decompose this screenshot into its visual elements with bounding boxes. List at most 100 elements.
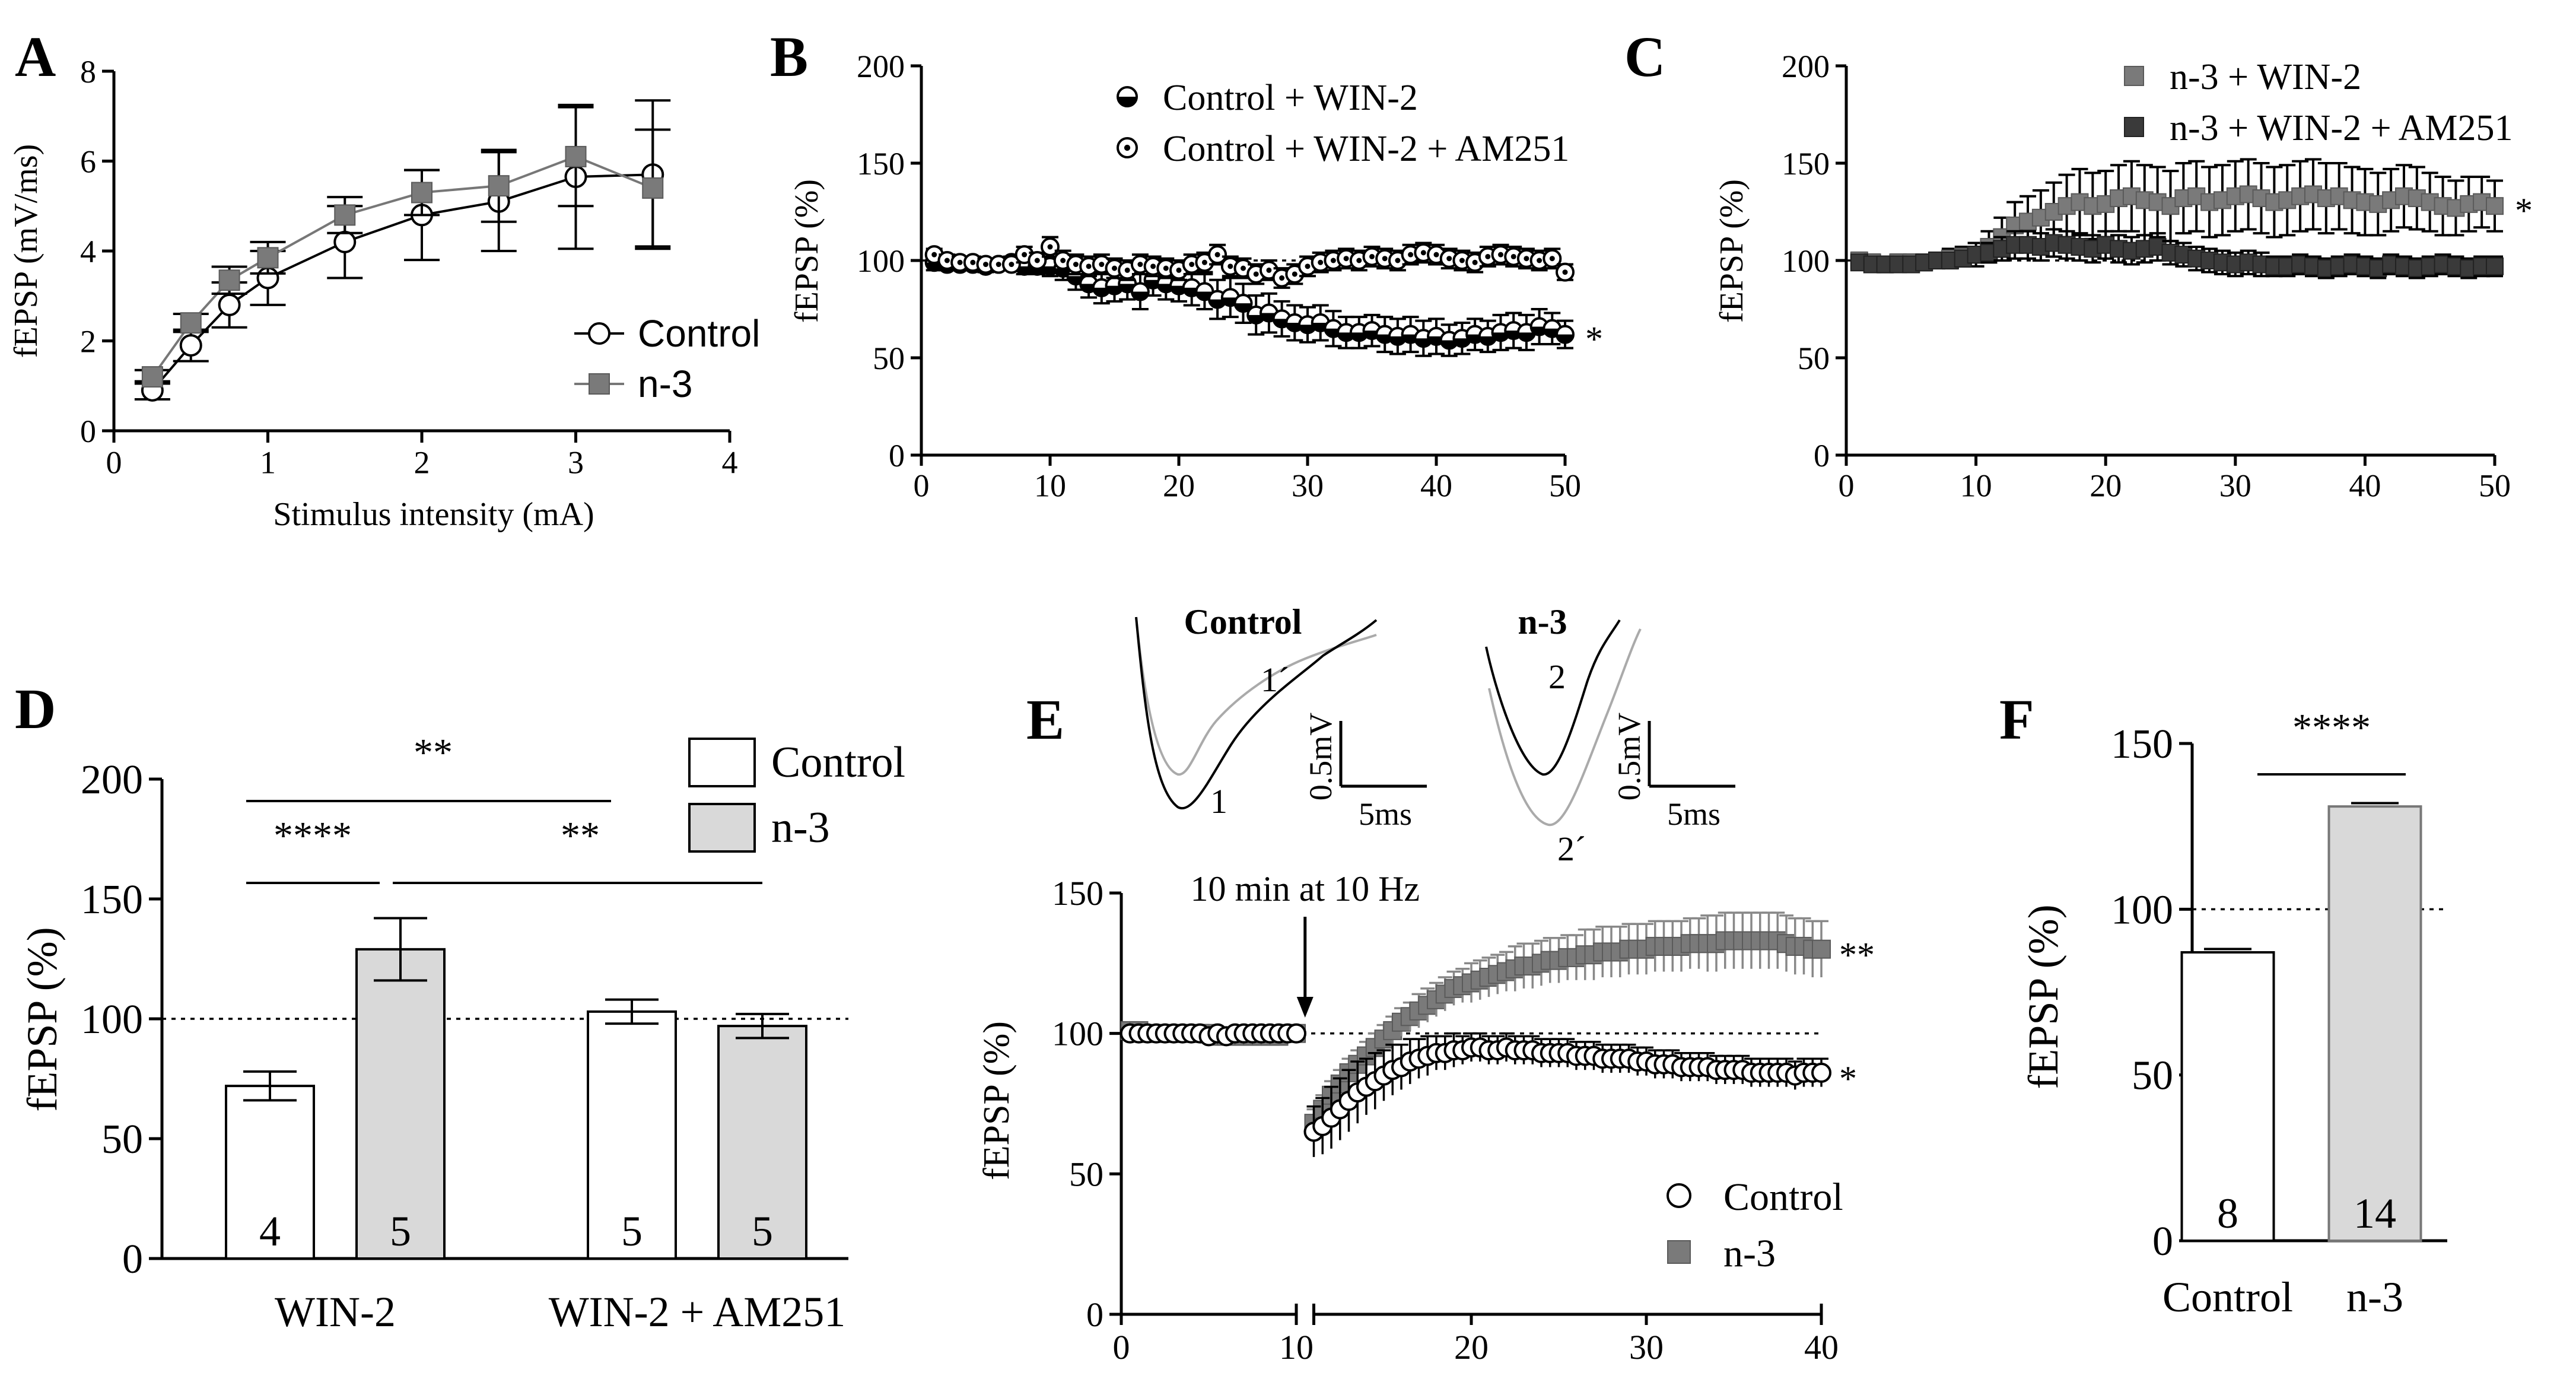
x-tick-label: 20	[2090, 468, 2122, 503]
inset-trace-n-3: n-3 2 2´ 0.5mV 5ms	[1485, 602, 1735, 868]
series-n-3	[1120, 911, 1831, 1137]
data-point-dot	[1524, 256, 1529, 262]
bar	[2180, 951, 2275, 1242]
data-point-dot	[1201, 259, 1207, 265]
data-point-dot	[1189, 262, 1195, 268]
data-point-dot	[1099, 262, 1105, 268]
data-point-fill	[1350, 332, 1367, 341]
x-tick-label: 30	[1292, 468, 1324, 503]
legend: Control n-3	[1667, 1175, 1843, 1275]
data-point-dot	[1137, 262, 1143, 268]
data-point-dot	[1266, 267, 1272, 273]
y-tick-label: 50	[2132, 1053, 2173, 1099]
x-tick-label: 20	[1163, 468, 1195, 503]
panel-a: A 0 2 4 6 8 0 1 2 3 4 fEPSP (mV/ms) Stimulus intensi…	[8, 25, 760, 533]
legend: Control n-3	[574, 312, 760, 405]
data-point-fill	[1299, 325, 1316, 333]
panel-b: B 0 50 100 150 200 0 10 20 30 40 50 fEPSP (%) * Contro…	[770, 25, 1603, 503]
y-axis-label: fEPSP (%)	[2020, 904, 2067, 1089]
data-point-fill	[1209, 299, 1226, 308]
significance-label: *	[1839, 1059, 1857, 1098]
x-tick-label: 4	[722, 444, 738, 480]
legend-label: Control	[638, 312, 760, 355]
stimulus-annotation: 10 min at 10 Hz	[1190, 869, 1420, 908]
sample-size-label: 4	[259, 1207, 281, 1255]
legend-label: Control + WIN-2	[1163, 78, 1418, 118]
data-point-dot	[1369, 253, 1375, 259]
legend-label: n-3	[1723, 1232, 1776, 1275]
y-tick-label: 0	[122, 1237, 143, 1282]
panel-letter: F	[1999, 688, 2034, 751]
bar	[2327, 805, 2422, 1242]
legend: n-3 + WIN-2 n-3 + WIN-2 + AM251	[2124, 57, 2513, 148]
y-tick-label: 150	[857, 146, 905, 182]
legend-marker-dot	[1124, 144, 1131, 151]
x-axis-label: Stimulus intensity (mA)	[273, 496, 594, 533]
legend-swatch	[688, 803, 756, 853]
legend-marker-fill	[1118, 97, 1137, 106]
data-point-dot	[1510, 253, 1516, 259]
data-point-dot	[1420, 250, 1426, 256]
x-tick-label: 20	[1454, 1328, 1489, 1367]
inset-title: Control	[1184, 602, 1302, 641]
data-point-dot	[1433, 252, 1439, 258]
legend-marker	[2124, 66, 2144, 86]
data-point-dot	[1356, 258, 1362, 263]
y-axis-label: fEPSP (%)	[977, 1021, 1017, 1180]
sample-size-label: 5	[621, 1207, 643, 1255]
data-point-dot	[1086, 263, 1092, 269]
y-tick-label: 0	[80, 414, 96, 449]
y-tick-label: 100	[1782, 243, 1830, 279]
data-point-fill	[1415, 338, 1432, 347]
significance-label: *	[1585, 320, 1603, 359]
x-tick-label: 40	[2349, 468, 2381, 503]
data-point-dot	[1022, 252, 1028, 258]
panel-letter: A	[15, 25, 56, 88]
y-tick-label: 150	[81, 877, 143, 923]
data-point	[218, 269, 240, 291]
data-point-dot	[1047, 244, 1053, 250]
y-tick-label: 100	[1052, 1015, 1103, 1053]
data-point-fill	[1131, 291, 1149, 300]
y-tick-label: 0	[1086, 1295, 1103, 1334]
data-point-dot	[931, 252, 937, 258]
y-tick-label: 0	[2152, 1219, 2173, 1264]
data-point	[642, 177, 664, 199]
series-control	[134, 99, 671, 402]
data-point-fill	[1389, 336, 1406, 345]
data-point-fill	[1479, 336, 1496, 345]
scale-bar-label: 5ms	[1359, 796, 1412, 832]
data-point-dot	[944, 258, 950, 263]
data-point-dot	[1498, 252, 1503, 258]
panel-d: D 0 50 100 150 200 fEPSP (%) 4 5 WIN-2 5 5 WIN-2 + A…	[15, 677, 905, 1336]
x-tick-label: 10	[1034, 468, 1066, 503]
data-point-fill	[1454, 338, 1471, 347]
data-point-dot	[1241, 265, 1246, 271]
scale-bar-label: 5ms	[1667, 796, 1720, 832]
legend-marker	[1667, 1183, 1691, 1208]
data-point-dot	[1562, 269, 1568, 275]
y-tick-label: 50	[873, 341, 905, 376]
x-category-label: WIN-2 + AM251	[549, 1288, 846, 1336]
y-tick-label: 150	[1052, 874, 1103, 913]
inset-title: n-3	[1518, 602, 1567, 641]
trace-before	[1485, 619, 1621, 776]
panel-c: C 0 50 100 150 200 0 10 20 30 40 50 fEPSP (%) * n-3 + …	[1624, 25, 2533, 503]
data-point-dot	[1485, 253, 1491, 259]
data-point-dot	[1549, 256, 1555, 262]
y-tick-label: 50	[1798, 341, 1830, 376]
data-point	[257, 247, 279, 269]
y-tick-label: 0	[1814, 438, 1830, 474]
data-point-dot	[1073, 262, 1079, 268]
y-tick-label: 100	[81, 997, 143, 1043]
data-point	[488, 175, 510, 197]
x-tick-label: 3	[568, 444, 584, 480]
y-axis-label: fEPSP (%)	[1713, 179, 1750, 323]
data-point-dot	[1150, 263, 1156, 269]
scale-bar-label: 0.5mV	[1303, 713, 1338, 801]
x-tick-label: 10	[1279, 1328, 1314, 1367]
x-tick-label: 1	[260, 444, 276, 480]
x-tick-label: 40	[1804, 1328, 1839, 1367]
significance-label: **	[1839, 936, 1875, 975]
